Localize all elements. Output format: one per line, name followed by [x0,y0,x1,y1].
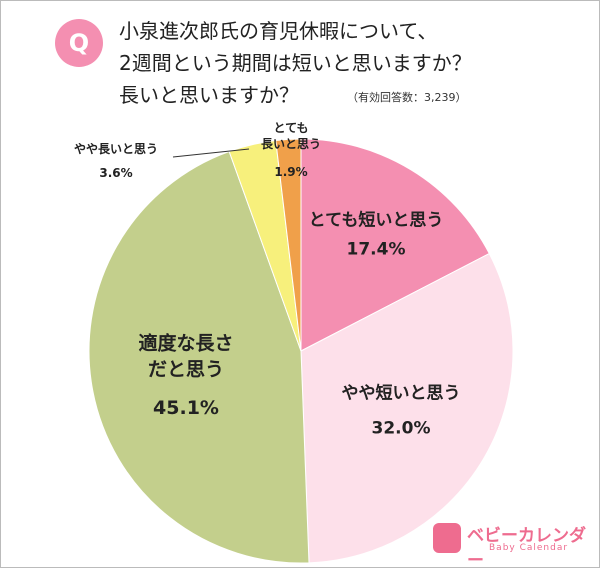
logo-name: ベビーカレンダー [467,526,586,568]
slice-value-label: 1.9% [274,164,308,179]
slice-label: やや短いと思う [341,383,461,404]
slice-value-label: 17.4% [346,239,406,260]
pie-slice [300,138,490,352]
slice-label: とても短いと思う [308,210,444,231]
pie-slice [275,138,302,352]
pie-slice [300,252,514,564]
logo-icon [433,523,461,553]
chart-title: 小泉進次郎氏の育児休暇について、 2週間という期間は短いと思いますか？ 長いと思… [119,19,472,107]
pie-slice [88,150,310,564]
slice-label: 適度な長さ だと思う [138,332,234,380]
slice-value-label: 45.1% [153,397,219,420]
slice-value-label: 32.0% [371,418,431,439]
slice-label: やや長いと思う [73,141,159,156]
leader-line [172,148,250,158]
slice-label: とても 長いと思う [260,120,322,151]
badge: Q [55,19,103,67]
chart-subtitle: （有効回答数：3,239） [347,91,467,104]
slice-value-label: 3.6% [99,165,133,180]
logo-subtitle: Baby Calendar [489,543,569,553]
